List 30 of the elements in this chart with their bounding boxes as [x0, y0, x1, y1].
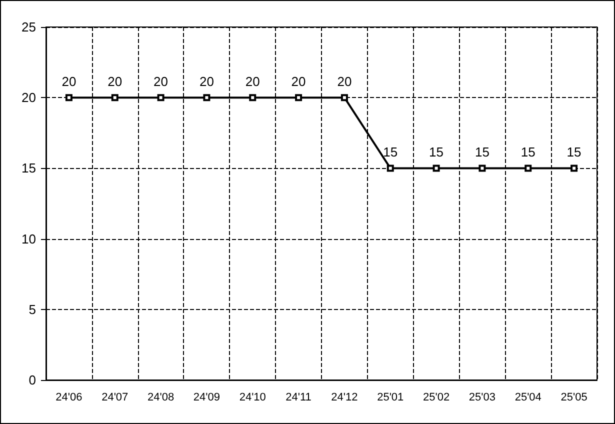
y-tick-label: 10 [22, 231, 36, 246]
x-tick-label: 25'01 [377, 392, 404, 404]
y-tick-label: 15 [22, 160, 36, 176]
y-tick-label: 25 [22, 20, 36, 34]
data-label: 20 [108, 74, 122, 90]
data-label: 15 [429, 144, 444, 160]
y-tick-label: 5 [28, 302, 36, 317]
x-tick-label: 24'07 [102, 392, 128, 404]
data-label: 15 [566, 144, 582, 160]
x-tick-label: 25'04 [514, 392, 542, 404]
data-label: 20 [62, 74, 76, 90]
x-tick-label: 25'03 [468, 392, 496, 404]
x-tick-label: 24'08 [148, 392, 174, 404]
data-label: 20 [199, 74, 214, 90]
data-label: 20 [154, 74, 168, 90]
x-tick-label: 24'12 [331, 392, 358, 404]
data-label: 20 [245, 74, 260, 90]
y-tick-label: 20 [22, 90, 36, 106]
data-label: 15 [520, 144, 536, 160]
x-tick-label: 24'10 [239, 392, 266, 404]
data-label: 15 [383, 144, 398, 160]
x-tick-label: 24'06 [56, 392, 82, 404]
y-tick-label: 0 [28, 372, 36, 388]
data-label: 20 [337, 74, 352, 90]
x-tick-label: 25'02 [423, 392, 450, 404]
data-label: 15 [474, 144, 490, 160]
x-tick-label: 24'11 [286, 392, 312, 404]
data-label: 20 [291, 74, 306, 90]
x-tick-label: 24'09 [193, 392, 220, 404]
x-tick-label: 25'05 [560, 392, 588, 404]
